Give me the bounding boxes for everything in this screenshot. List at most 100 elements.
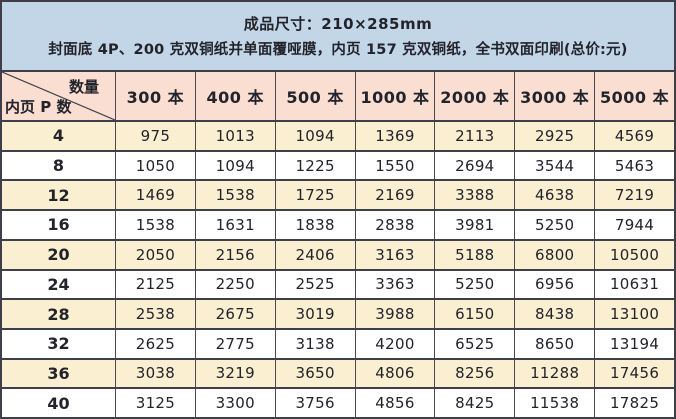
price-cell: 2838 [354,211,435,239]
quantity-header-cell: 400 本 [194,72,275,120]
price-cell: 3756 [274,389,355,417]
price-cell: 4638 [514,181,594,210]
price-cell: 2125 [115,270,195,299]
price-cell: 1631 [194,211,275,239]
price-cell: 1050 [115,151,195,180]
price-cell: 13100 [594,300,674,328]
price-cell: 1013 [194,122,275,150]
quantity-header-cell: 2000 本 [434,72,514,120]
price-cell: 17456 [594,359,674,388]
price-cell: 8650 [514,329,594,358]
price-cell: 3138 [274,329,355,358]
price-cell: 3363 [354,270,435,299]
table-row: 12 1469 1538 1725 2169 3388 4638 7219 [2,179,674,210]
price-cell: 5250 [434,270,514,299]
price-cell: 6956 [514,270,594,299]
price-cell: 2625 [115,329,195,358]
price-cell: 5463 [594,151,674,180]
price-cell: 3019 [274,300,355,328]
price-cell: 4200 [354,329,435,358]
corner-header-cell: 数量 内页 P 数 [2,72,115,120]
pages-cell: 16 [47,215,70,235]
price-cell: 1538 [194,181,275,210]
pages-cell: 32 [47,334,70,354]
price-cell: 5250 [514,211,594,239]
price-cell: 10500 [594,240,674,269]
price-cell: 975 [115,122,195,150]
price-cell: 7219 [594,181,674,210]
diagonal-divider [2,72,115,120]
product-size-text: 成品尺寸：210×285mm [243,15,433,33]
table-row: 4 975 1013 1094 1369 2113 2925 4569 [2,122,674,150]
table-row: 8 1050 1094 1225 1550 2694 3544 5463 [2,149,674,180]
price-cell: 2525 [274,270,355,299]
table-row: 40 3125 3300 3756 4856 8425 11538 17825 [2,387,674,417]
table-row: 36 3038 3219 3650 4806 8256 11288 17456 [2,357,674,388]
table-row: 32 2625 2775 3138 4200 6525 8650 13194 [2,327,674,358]
corner-quantity-label: 数量 [68,78,99,96]
price-cell: 2775 [194,329,275,358]
pages-cell: 20 [47,245,70,265]
price-cell: 2925 [514,122,594,150]
pages-cell: 12 [47,185,70,205]
price-cell: 11538 [514,389,594,417]
price-cell: 6525 [434,329,514,358]
price-cell: 2050 [115,240,195,269]
pages-cell: 24 [47,274,70,294]
table-row: 16 1538 1631 1838 2838 3981 5250 7944 [2,209,674,239]
price-cell: 1725 [274,181,355,210]
table-row: 28 2538 2675 3019 3988 6150 8438 13100 [2,298,674,328]
price-cell: 1225 [274,151,355,180]
price-cell: 3988 [354,300,435,328]
price-cell: 4856 [354,389,435,417]
quantity-header-row: 数量 内页 P 数 300 本 400 本 500 本 1000 本 2000 本 300… [2,72,674,122]
quantity-header-cell: 500 本 [274,72,355,120]
price-cell: 3125 [115,389,195,417]
corner-pages-label: 内页 P 数 [5,98,72,116]
quantity-header-cell: 3000 本 [514,72,594,120]
price-cell: 4806 [354,359,435,388]
price-table-body: 4 975 1013 1094 1369 2113 2925 4569 8 1050 1094 122… [2,122,674,417]
price-cell: 1550 [354,151,435,180]
price-cell: 1094 [274,122,355,150]
price-cell: 3388 [434,181,514,210]
spec-banner: 成品尺寸：210×285mm 封面底 4P、200 克双铜纸并单面覆哑膜，内页 … [2,2,674,72]
price-cell: 3650 [274,359,355,388]
pages-cell: 36 [47,363,70,383]
quantity-header-cell: 1000 本 [354,72,435,120]
price-cell: 2250 [194,270,275,299]
price-cell: 3544 [514,151,594,180]
pages-cell: 28 [47,304,70,324]
price-cell: 8438 [514,300,594,328]
price-cell: 3300 [194,389,275,417]
price-cell: 2538 [115,300,195,328]
price-cell: 3038 [115,359,195,388]
price-cell: 3219 [194,359,275,388]
price-cell: 2156 [194,240,275,269]
price-cell: 2675 [194,300,275,328]
price-cell: 1369 [354,122,435,150]
price-cell: 8425 [434,389,514,417]
price-cell: 1469 [115,181,195,210]
pages-cell: 4 [52,126,65,146]
price-cell: 1838 [274,211,355,239]
price-cell: 5188 [434,240,514,269]
price-cell: 8256 [434,359,514,388]
price-cell: 6150 [434,300,514,328]
price-cell: 7944 [594,211,674,239]
price-cell: 13194 [594,329,674,358]
price-cell: 11288 [514,359,594,388]
price-cell: 2113 [434,122,514,150]
price-cell: 6800 [514,240,594,269]
pages-cell: 8 [52,156,65,176]
price-cell: 10631 [594,270,674,299]
price-cell: 2406 [274,240,355,269]
table-row: 20 2050 2156 2406 3163 5188 6800 10500 [2,238,674,269]
price-cell: 2169 [354,181,435,210]
price-cell: 4569 [594,122,674,150]
price-cell: 17825 [594,389,674,417]
price-cell: 2694 [434,151,514,180]
paper-spec-text: 封面底 4P、200 克双铜纸并单面覆哑膜，内页 157 克双铜纸，全书双面印刷… [48,42,628,58]
quantity-header-cell: 5000 本 [594,72,674,120]
